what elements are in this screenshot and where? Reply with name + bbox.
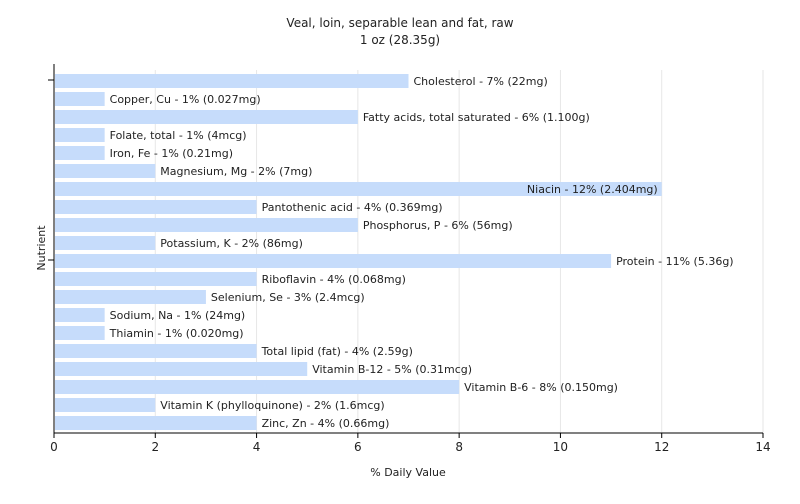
bar-label: Total lipid (fat) - 4% (2.59g) xyxy=(261,345,413,358)
chart-subtitle: 1 oz (28.35g) xyxy=(360,33,440,47)
bar-label: Fatty acids, total saturated - 6% (1.100… xyxy=(363,111,590,124)
bar xyxy=(55,128,105,142)
bar xyxy=(55,74,409,88)
x-tick-label: 8 xyxy=(455,440,463,454)
bar-label: Vitamin B-12 - 5% (0.31mcg) xyxy=(312,363,472,376)
bar xyxy=(55,182,662,196)
x-tick-label: 4 xyxy=(253,440,261,454)
bar-label: Riboflavin - 4% (0.068mg) xyxy=(262,273,406,286)
bar xyxy=(55,290,206,304)
bar xyxy=(55,416,257,430)
bar xyxy=(55,92,105,106)
y-axis-title: Nutrient xyxy=(35,225,48,271)
bars: Cholesterol - 7% (22mg) Copper, Cu - 1% (… xyxy=(55,74,734,430)
bar xyxy=(55,362,308,376)
bar-label: Folate, total - 1% (4mcg) xyxy=(110,129,247,142)
bar xyxy=(55,254,612,268)
bar-label: Copper, Cu - 1% (0.027mg) xyxy=(110,93,261,106)
chart-title: Veal, loin, separable lean and fat, raw xyxy=(286,16,513,30)
bar-label: Zinc, Zn - 4% (0.66mg) xyxy=(262,417,390,430)
axes: 0 2 4 6 8 10 12 14 xyxy=(48,64,771,454)
bar xyxy=(55,110,358,124)
bar xyxy=(55,380,460,394)
grid-lines xyxy=(154,70,764,433)
bar xyxy=(55,164,156,178)
bar xyxy=(55,344,257,358)
x-tick-label: 6 xyxy=(354,440,362,454)
x-axis-title: % Daily Value xyxy=(370,466,446,479)
x-tick-label: 0 xyxy=(50,440,58,454)
bar xyxy=(55,200,257,214)
bar-label: Selenium, Se - 3% (2.4mcg) xyxy=(211,291,365,304)
bar-label: Cholesterol - 7% (22mg) xyxy=(414,75,548,88)
bar xyxy=(55,146,105,160)
bar-label: Protein - 11% (5.36g) xyxy=(616,255,734,268)
bar xyxy=(55,272,257,286)
x-tick-label: 12 xyxy=(654,440,669,454)
bar-label: Vitamin B-6 - 8% (0.150mg) xyxy=(464,381,618,394)
bar xyxy=(55,218,358,232)
bar-label: Potassium, K - 2% (86mg) xyxy=(160,237,303,250)
bar-label: Pantothenic acid - 4% (0.369mg) xyxy=(262,201,443,214)
bar-label: Magnesium, Mg - 2% (7mg) xyxy=(160,165,312,178)
bar-label: Sodium, Na - 1% (24mg) xyxy=(110,309,246,322)
x-tick-label: 14 xyxy=(755,440,770,454)
x-tick-label: 2 xyxy=(151,440,159,454)
bar xyxy=(55,308,105,322)
bar xyxy=(55,326,105,340)
x-tick-label: 10 xyxy=(553,440,568,454)
bar xyxy=(55,236,156,250)
bar-label: Niacin - 12% (2.404mg) xyxy=(527,183,658,196)
bar-label: Phosphorus, P - 6% (56mg) xyxy=(363,219,513,232)
bar-label: Vitamin K (phylloquinone) - 2% (1.6mcg) xyxy=(160,399,384,412)
bar-label: Iron, Fe - 1% (0.21mg) xyxy=(110,147,233,160)
bar-label: Thiamin - 1% (0.020mg) xyxy=(109,327,244,340)
bar xyxy=(55,398,156,412)
